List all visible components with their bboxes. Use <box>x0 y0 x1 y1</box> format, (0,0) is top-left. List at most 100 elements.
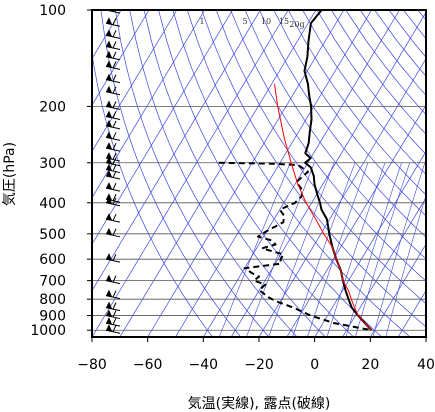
mixing-ratio-label: 15 <box>279 17 289 26</box>
dry-adiabat-line <box>244 10 426 260</box>
wind-barb <box>105 17 121 27</box>
mixing-ratio-line <box>355 162 410 337</box>
isotherm-line <box>258 57 426 337</box>
wind-barb <box>105 142 121 152</box>
barb-flag <box>106 100 112 108</box>
mixing-ratio-line <box>372 162 426 337</box>
barb-feather <box>112 74 117 82</box>
y-tick-label: 400 <box>39 196 66 212</box>
tick-labels: −80 −60 −40 −20 0 20 40 100 200 300 400 500 600 700 80… <box>30 3 435 373</box>
barb-flag <box>106 317 112 325</box>
x-tick-label: 40 <box>417 357 435 373</box>
dry-adiabat-line <box>186 10 411 337</box>
wind-barbs <box>105 10 121 334</box>
temperature-profile <box>303 10 373 331</box>
x-tick-label: 20 <box>361 357 379 373</box>
dry-adiabat-line <box>230 10 426 282</box>
barb-feather <box>112 132 117 140</box>
wind-barb <box>105 289 121 300</box>
barb-feather <box>112 61 117 69</box>
mixing-ratio-line <box>292 162 356 337</box>
x-tick-label: −60 <box>133 357 163 373</box>
isotherm-line <box>314 150 426 337</box>
barb-feather <box>112 170 117 178</box>
dry-adiabat-line <box>114 10 270 337</box>
mixing-ratio-line <box>307 162 369 337</box>
mixing-ratio-label: 1 <box>199 17 204 26</box>
mixing-ratio-line <box>246 162 315 337</box>
dry-adiabat-line <box>143 10 326 337</box>
dry-adiabat-line <box>100 10 241 337</box>
wind-barb <box>105 213 121 223</box>
wind-barb <box>105 301 121 312</box>
wind-barb <box>105 274 121 285</box>
barb-feather <box>112 253 117 261</box>
y-tick-label: 500 <box>39 227 66 243</box>
mixing-ratio-line <box>345 162 402 337</box>
barb-flag <box>106 182 112 190</box>
mixing-ratio-labels: 1 5 10 15 20g <box>199 17 304 29</box>
x-tick-label: −80 <box>77 357 107 373</box>
barb-flag <box>106 274 112 282</box>
isotherm-line <box>147 10 345 337</box>
barb-feather <box>112 275 117 283</box>
barb-feather <box>112 101 117 109</box>
barb-flag <box>106 119 112 127</box>
wind-barb <box>105 317 121 327</box>
wind-barb <box>105 227 121 238</box>
dry-adiabat-line <box>259 10 426 238</box>
mixing-ratio-line <box>326 162 386 337</box>
barb-flag <box>106 60 112 68</box>
y-tick-label: 900 <box>39 309 66 325</box>
y-tick-label: 600 <box>39 252 66 268</box>
barb-flag <box>106 29 112 37</box>
barb-flag <box>106 131 112 139</box>
isotherm-line <box>119 10 317 337</box>
dry-adiabat-line <box>287 10 426 196</box>
mixing-ratio-label: 10 <box>261 17 271 26</box>
wind-barb <box>105 324 121 334</box>
y-tick-label: 800 <box>39 292 66 308</box>
isotherm-line <box>286 104 426 337</box>
barb-feather <box>112 157 117 165</box>
barb-feather <box>112 51 117 59</box>
dry-adiabat-line <box>215 10 426 305</box>
barb-flag <box>106 289 112 297</box>
isotherm-line <box>397 289 426 337</box>
mixing-ratio-line <box>385 194 426 337</box>
wind-barb <box>105 50 121 61</box>
wind-barb <box>105 85 121 96</box>
barb-feather <box>112 152 117 160</box>
isotherm-line <box>175 10 373 337</box>
y-tick-label: 100 <box>39 3 66 19</box>
barb-flag <box>106 40 112 48</box>
barb-feather <box>112 120 117 128</box>
mixing-ratio-line <box>218 162 291 337</box>
barb-feather <box>112 325 117 332</box>
barb-feather <box>112 164 117 172</box>
barb-flag <box>106 213 112 221</box>
isotherm-line <box>92 10 178 153</box>
barb-feather <box>112 86 117 94</box>
x-tick-label: −20 <box>244 357 274 373</box>
barb-feather <box>112 41 117 49</box>
isotherm-line <box>92 10 289 337</box>
dewpoint-profile <box>218 161 372 332</box>
barb-feather <box>112 142 117 150</box>
barb-flag <box>106 170 112 178</box>
mixing-ratio-label: 5 <box>242 17 247 26</box>
dry-adiabat-line <box>316 10 426 155</box>
barb-flag <box>106 193 112 201</box>
barb-feather <box>112 197 117 205</box>
barb-flag <box>106 163 112 171</box>
barb-feather <box>112 30 117 38</box>
barb-flag <box>106 253 112 261</box>
barb-flag <box>106 152 112 160</box>
x-tick-label: 0 <box>310 357 319 373</box>
wind-barb <box>105 29 121 39</box>
wind-barb <box>105 40 121 50</box>
isotherm-line <box>92 10 261 292</box>
barb-flag <box>106 50 112 58</box>
wind-barb <box>105 119 121 130</box>
mixing-ratio-label: 20g <box>289 20 304 29</box>
